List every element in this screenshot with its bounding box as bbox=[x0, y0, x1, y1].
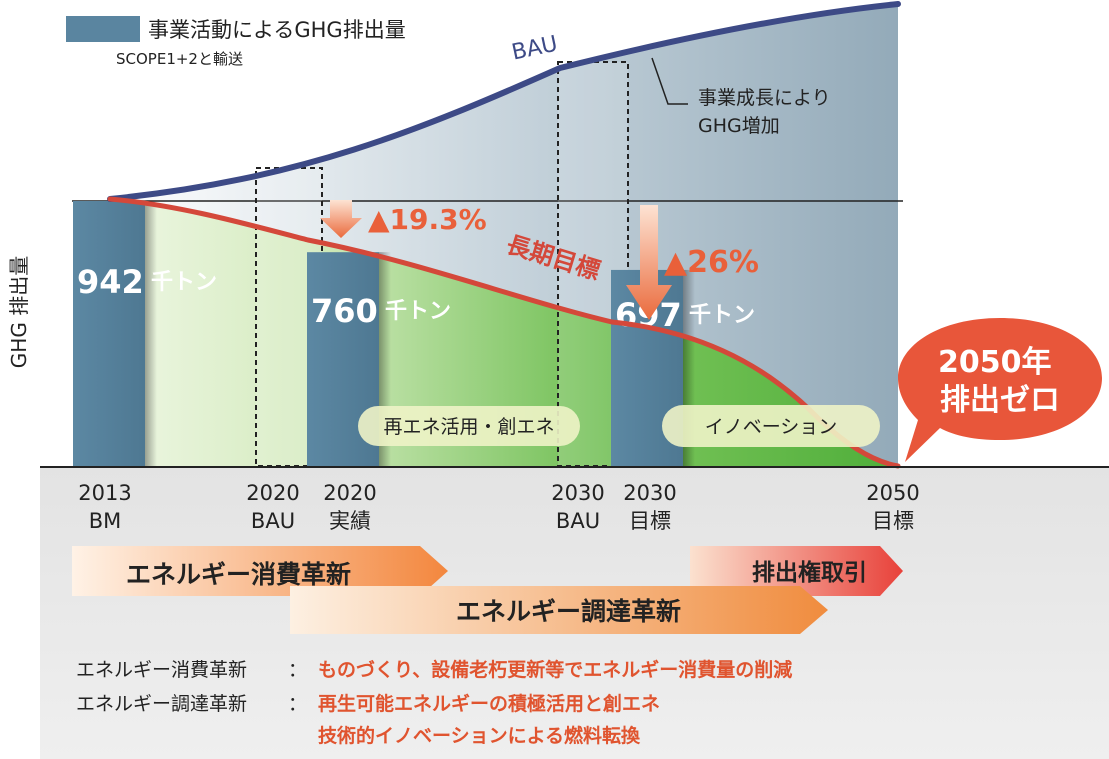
legend-label: 事業活動によるGHG排出量 bbox=[148, 18, 406, 42]
bubble-renewable bbox=[358, 406, 580, 446]
definition-consumption-sep: ： bbox=[288, 659, 307, 681]
x-tick-sublabel: 目標 bbox=[872, 509, 914, 533]
legend-sublabel: SCOPE1+2と輸送 bbox=[116, 50, 243, 68]
reduction-arrow-2020 bbox=[320, 200, 362, 238]
growth-note-line-1: 事業成長により bbox=[698, 87, 831, 109]
definition-procurement-sep: ： bbox=[288, 693, 307, 715]
x-tick-label: 2030 bbox=[551, 481, 604, 505]
band-emission-trading-label: 排出権取引 bbox=[752, 559, 867, 586]
band-energy-procurement-label: エネルギー調達革新 bbox=[456, 597, 681, 626]
definition-consumption: エネルギー消費革新 ： ものづくり、設備老朽更新等でエネルギー消費量の削減 bbox=[76, 658, 792, 681]
bubble-innovation bbox=[662, 405, 880, 447]
x-tick-label: 2030 bbox=[623, 481, 676, 505]
definition-consumption-term: エネルギー消費革新 bbox=[76, 659, 247, 681]
bubble-innovation-label: イノベーション bbox=[705, 416, 838, 438]
definition-consumption-text: ものづくり、設備老朽更新等でエネルギー消費量の削減 bbox=[318, 658, 792, 681]
x-tick-sublabel: 目標 bbox=[629, 509, 671, 533]
definition-procurement: エネルギー調達革新 ： 再生可能エネルギーの積極活用と創エネ 技術的イノベーショ… bbox=[76, 692, 660, 747]
y-axis-label: GHG 排出量 bbox=[7, 256, 31, 368]
bar-unit-2030目標: 千トン bbox=[689, 303, 755, 328]
band-energy-procurement bbox=[290, 586, 828, 634]
bau-label: BAU bbox=[509, 32, 559, 66]
bau-line bbox=[107, 1, 901, 202]
reduction-label-2030: ▲26% bbox=[664, 245, 759, 280]
band-energy-consumption-label: エネルギー消費革新 bbox=[126, 560, 351, 589]
x-tick-label: 2020 bbox=[323, 481, 376, 505]
zero-callout-text: 2050年 排出ゼロ bbox=[938, 345, 1062, 418]
x-tick-sublabel: BAU bbox=[251, 509, 295, 533]
legend-swatch bbox=[66, 16, 140, 42]
band-emission-trading bbox=[690, 546, 903, 596]
bar-2013BM bbox=[73, 201, 145, 466]
x-tick-label: 2020 bbox=[246, 481, 299, 505]
x-tick-sublabel: BAU bbox=[556, 509, 600, 533]
x-tick-sublabel: 実績 bbox=[329, 509, 371, 533]
growth-note-leader bbox=[651, 57, 688, 105]
band-energy-consumption bbox=[72, 546, 448, 596]
reduction-label-2020: ▲19.3% bbox=[368, 203, 487, 236]
growth-note: 事業成長により GHG増加 bbox=[698, 87, 837, 137]
x-tick-sublabel: BM bbox=[89, 509, 122, 533]
bar-value-2020実績: 760 bbox=[311, 292, 378, 330]
zero-callout-bubble bbox=[898, 318, 1102, 462]
definition-procurement-text-2: 技術的イノベーションによる燃料転換 bbox=[318, 724, 641, 747]
growth-note-line-2: GHG増加 bbox=[698, 115, 780, 137]
bar-unit-2013BM: 千トン bbox=[151, 270, 217, 295]
reduction-arrow-2030 bbox=[626, 205, 672, 320]
definition-procurement-term: エネルギー調達革新 bbox=[76, 693, 247, 715]
bubble-renewable-label: 再エネ活用・創エネ bbox=[383, 416, 554, 438]
zero-callout-line-1: 2050年 bbox=[938, 345, 1052, 380]
definition-procurement-text-1: 再生可能エネルギーの積極活用と創エネ bbox=[318, 692, 660, 715]
zero-callout-line-2: 排出ゼロ bbox=[940, 383, 1060, 418]
bar-unit-2020実績: 千トン bbox=[385, 299, 451, 324]
bar-shadow bbox=[145, 201, 157, 466]
green-area-2013-2020 bbox=[110, 199, 308, 466]
x-tick-label: 2050 bbox=[866, 481, 919, 505]
x-tick-label: 2013 bbox=[78, 481, 131, 505]
bar-value-2013BM: 942 bbox=[77, 263, 144, 301]
